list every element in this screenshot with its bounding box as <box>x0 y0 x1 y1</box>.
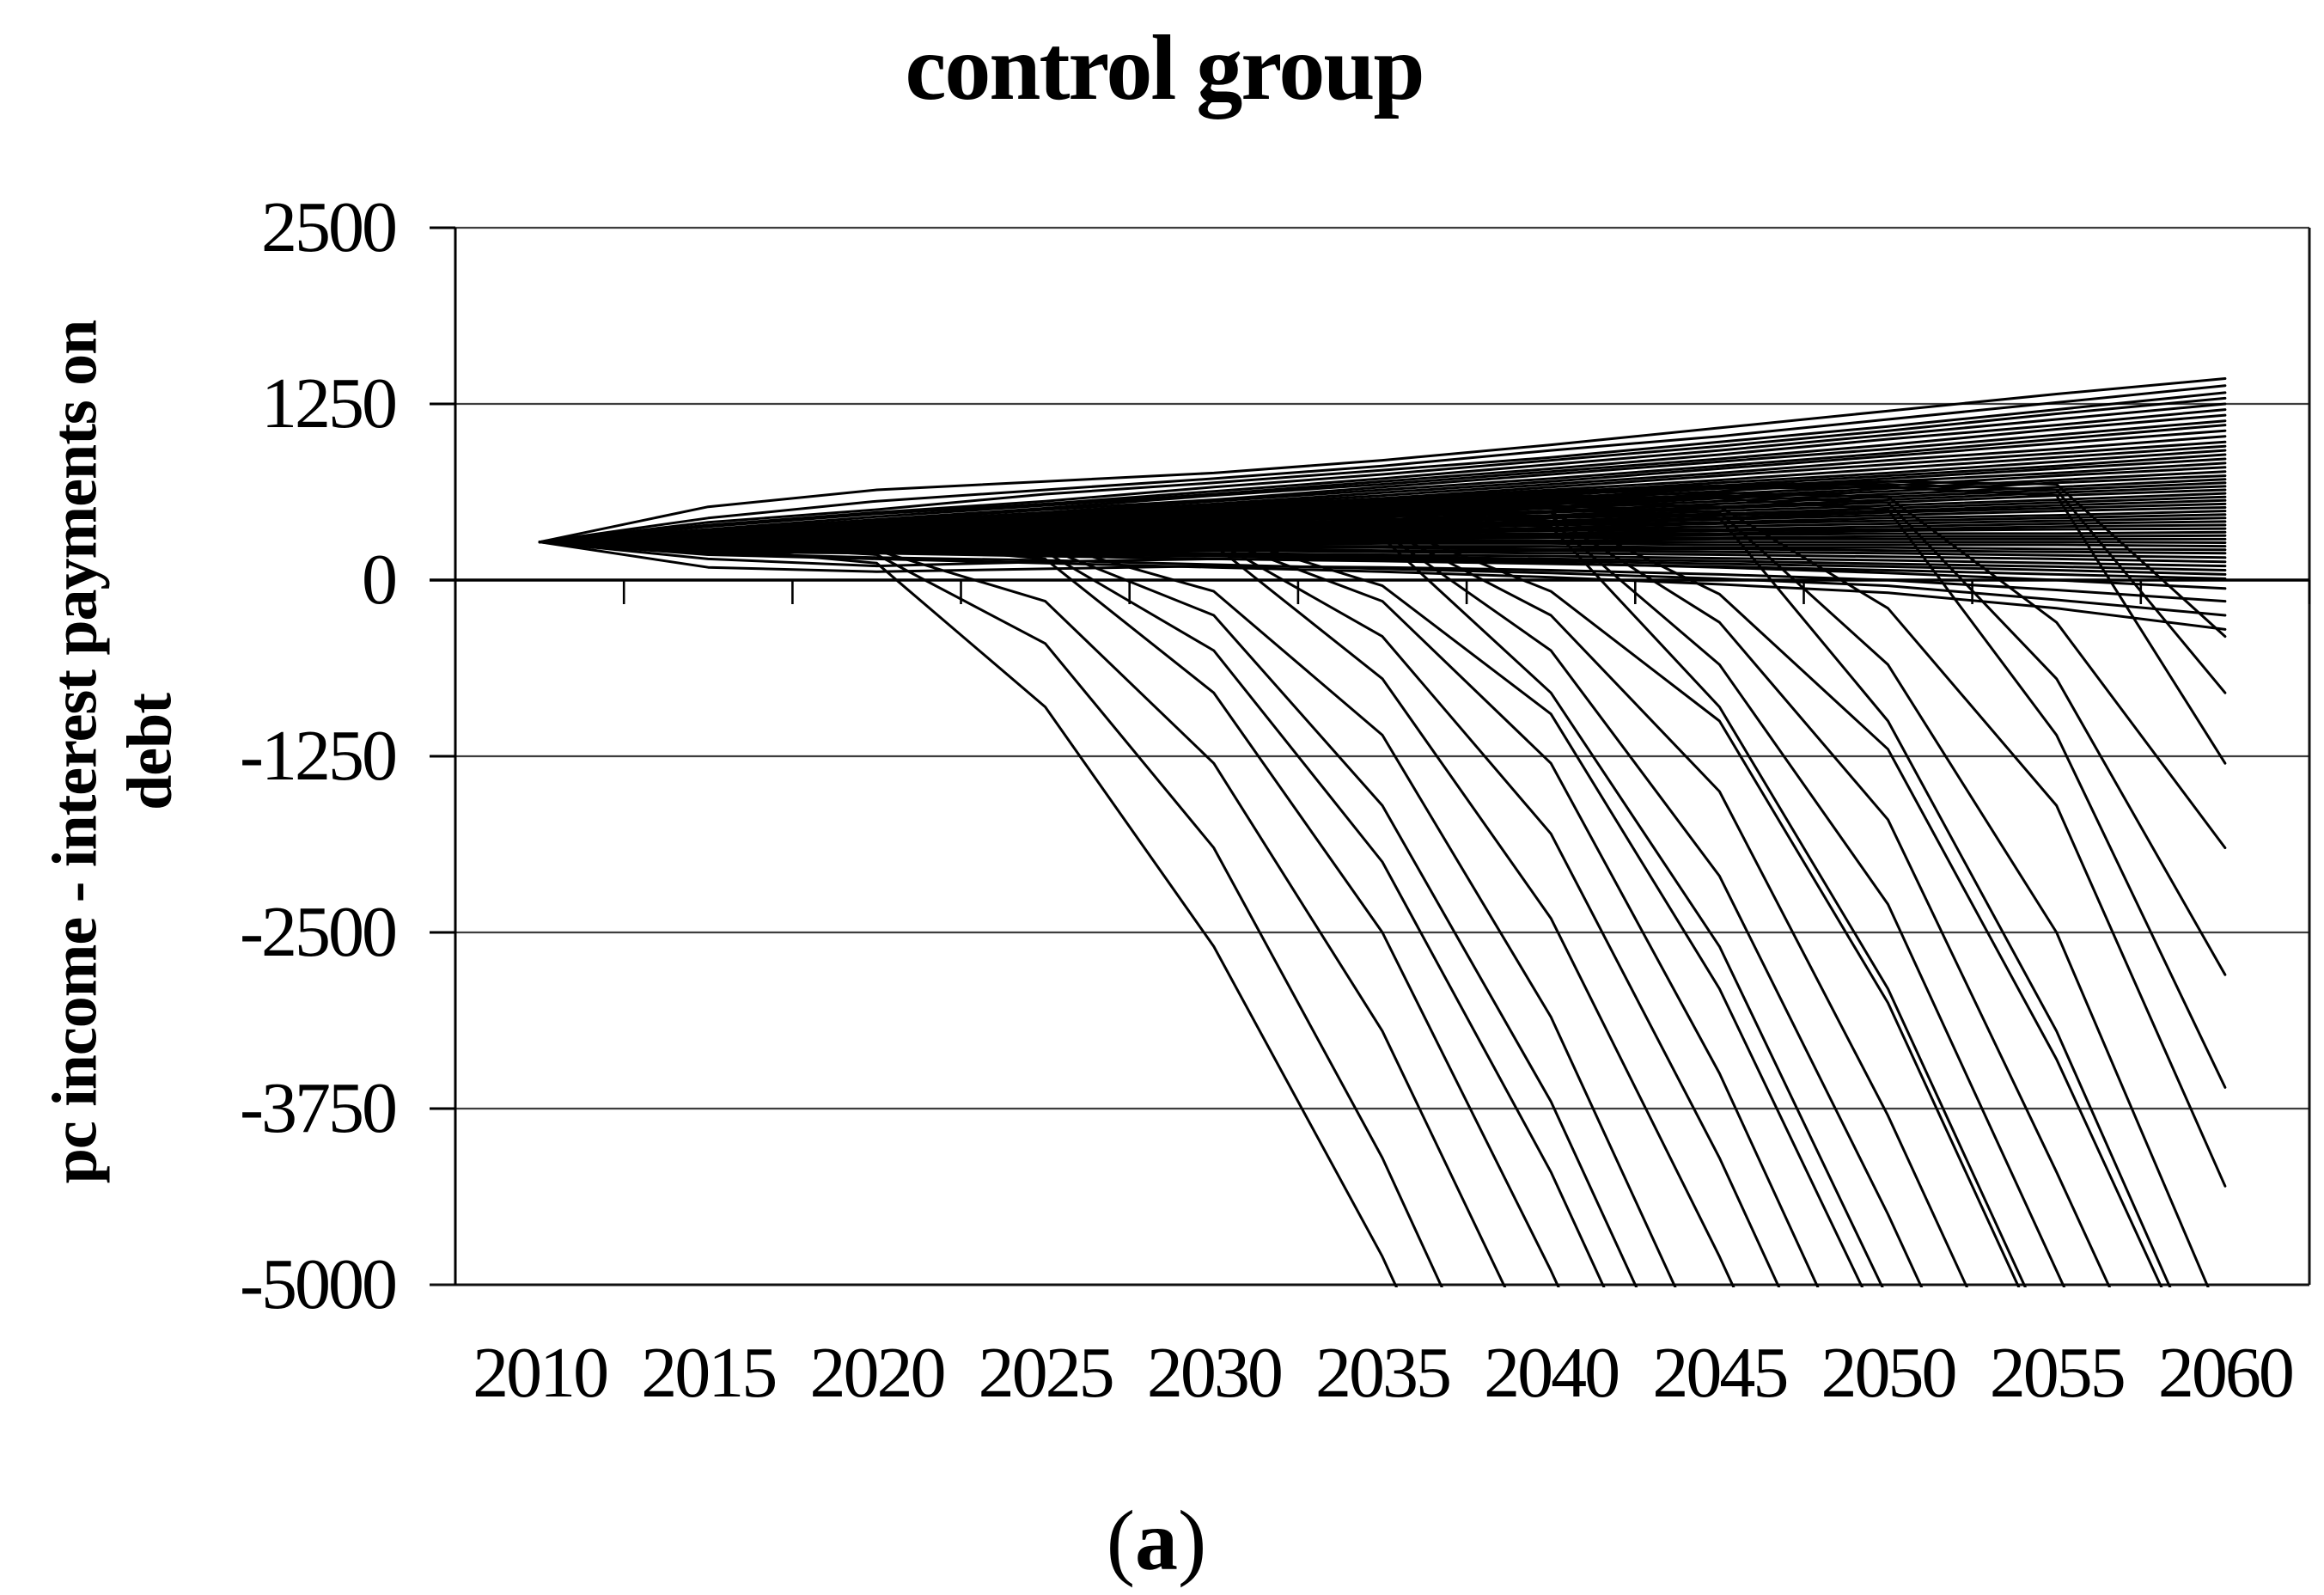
series-line <box>538 539 1560 1287</box>
series-line <box>538 486 2227 765</box>
y-tick-label: -1250 <box>240 716 398 796</box>
x-tick-label: 2055 <box>1989 1333 2126 1413</box>
series-line <box>538 522 1969 1287</box>
caption-paren-close: ) <box>1178 1493 1207 1588</box>
caption: (a) <box>1107 1498 1207 1584</box>
series-line <box>538 528 1884 1287</box>
series-lines <box>538 377 2227 1287</box>
chart-title: control group <box>905 17 1424 119</box>
y-tick-label: -5000 <box>240 1244 398 1324</box>
series-line <box>538 396 2227 544</box>
series-line <box>538 508 2163 1287</box>
series-line <box>538 541 1507 1287</box>
series-line <box>538 483 2227 694</box>
series-line <box>538 541 2227 590</box>
x-tick-label: 2025 <box>978 1333 1115 1413</box>
x-tick-label: 2060 <box>2157 1333 2295 1413</box>
series-line <box>538 408 2227 544</box>
series-line <box>538 501 2227 1188</box>
x-tick-label: 2050 <box>1821 1333 1958 1413</box>
y-tick-label: 2500 <box>261 187 398 267</box>
gridlines <box>453 226 2309 1286</box>
y-tick-label: -3750 <box>240 1068 398 1148</box>
x-tick-label: 2045 <box>1652 1333 1789 1413</box>
y-tick-label: 1250 <box>261 364 398 443</box>
series-line <box>538 506 2172 1287</box>
caption-paren-open: ( <box>1106 1493 1135 1588</box>
series-line <box>538 480 2227 639</box>
series-line <box>538 534 1735 1287</box>
series-line <box>538 435 2227 544</box>
series-line <box>538 541 2227 548</box>
y-tick-label: 0 <box>362 540 398 620</box>
series-line <box>538 541 1399 1287</box>
series-line <box>538 504 2210 1287</box>
series-line <box>538 536 1638 1287</box>
axes <box>430 226 2311 1286</box>
x-tick-label: 2020 <box>809 1333 946 1413</box>
y-tick-label: -2500 <box>240 892 398 972</box>
series-line <box>538 391 2227 544</box>
series-line <box>538 530 1820 1287</box>
series-line <box>538 519 2021 1287</box>
series-line <box>538 535 1677 1287</box>
series-line <box>538 532 1781 1287</box>
x-tick-label: 2040 <box>1484 1333 1620 1413</box>
x-tick-label: 2035 <box>1315 1333 1452 1413</box>
caption-letter: a <box>1135 1493 1178 1588</box>
series-line <box>538 541 1443 1287</box>
x-tick-label: 2010 <box>473 1333 609 1413</box>
x-tick-label: 2015 <box>641 1333 778 1413</box>
series-line <box>538 525 1924 1287</box>
series-line <box>538 377 2227 544</box>
series-line <box>538 537 1606 1287</box>
series-line <box>538 384 2227 544</box>
x-tick-label: 2030 <box>1146 1333 1284 1413</box>
series-line <box>538 529 1864 1287</box>
series-line <box>538 402 2227 544</box>
series-line <box>538 424 2227 544</box>
series-line <box>538 541 2227 617</box>
series-line <box>538 413 2227 544</box>
